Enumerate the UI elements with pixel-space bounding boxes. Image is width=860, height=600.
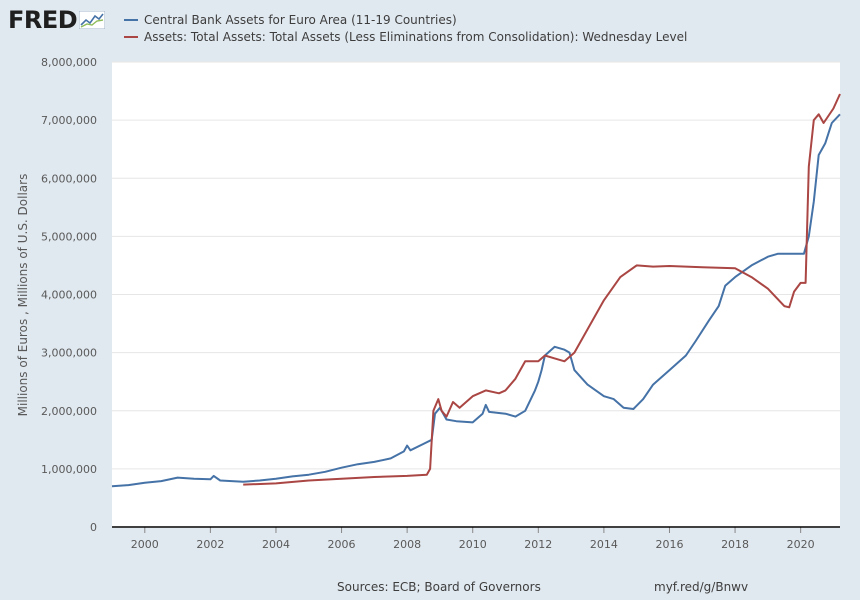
legend-swatch-series-2 [124,35,138,38]
y-tick-label: 3,000,000 [41,347,97,360]
grid-lines [112,61,840,470]
legend-label-series-1: Central Bank Assets for Euro Area (11-19… [144,12,457,27]
x-tick-label: 2002 [196,538,224,551]
y-tick-label: 5,000,000 [41,230,97,243]
legend-label-series-2: Assets: Total Assets: Total Assets (Less… [144,29,688,44]
series-line-1[interactable] [111,113,841,488]
fred-logo[interactable]: FRED [8,6,106,34]
x-tick-label: 2004 [262,538,290,551]
y-axis-tick-labels: 0 1,000,000 2,000,000 3,000,000 4,000,000 5,0… [41,56,97,534]
x-tick-label: 2018 [721,538,749,551]
x-tick-label: 2000 [131,538,159,551]
legend-item-series-1[interactable]: Central Bank Assets for Euro Area (11-19… [124,11,687,28]
y-tick-label: 7,000,000 [41,114,97,127]
footer-sources: Sources: ECB; Board of Governors [337,580,541,594]
legend-swatch-series-1 [124,18,138,21]
y-tick-label: 4,000,000 [41,289,97,302]
series-line-2[interactable] [243,93,841,486]
y-tick-label: 0 [90,521,97,534]
series-lines [111,93,841,488]
x-tick-label: 2016 [655,538,683,551]
footer-short-link[interactable]: myf.red/g/Bnwv [654,580,749,594]
y-tick-label: 8,000,000 [41,56,97,69]
x-tick-label: 2012 [524,538,552,551]
y-tick-label: 6,000,000 [41,172,97,185]
fred-logo-text: FRED [8,6,78,34]
fred-logo-graph-icon [79,11,106,29]
x-tick-label: 2020 [787,538,815,551]
x-tick-label: 2014 [590,538,618,551]
x-axis-ticks: 2000 2002 2004 2006 2008 2010 2012 2014 2016 2018… [131,527,815,551]
x-tick-label: 2010 [459,538,487,551]
y-tick-label: 1,000,000 [41,463,97,476]
chart-legend: Central Bank Assets for Euro Area (11-19… [124,11,687,45]
x-tick-label: 2008 [393,538,421,551]
x-tick-label: 2006 [328,538,356,551]
legend-item-series-2[interactable]: Assets: Total Assets: Total Assets (Less… [124,28,687,45]
y-axis-label: Millions of Euros , Millions of U.S. Dol… [16,174,30,417]
y-tick-label: 2,000,000 [41,405,97,418]
